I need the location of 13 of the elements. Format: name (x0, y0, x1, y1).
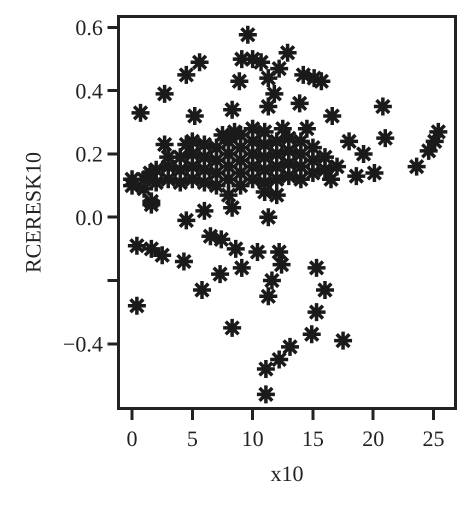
x-tick-label: 25 (422, 426, 444, 452)
x-tick-label: 10 (242, 426, 264, 452)
x-tick-label: 20 (362, 426, 384, 452)
x-axis-title: x10 (270, 461, 304, 486)
y-tick-label: 0.2 (75, 142, 103, 167)
x-tick-label: 0 (126, 426, 138, 452)
x-tick-label: 5 (186, 426, 198, 452)
y-axis-title: RCERESK10 (20, 152, 46, 274)
y-tick-label: 0.4 (75, 78, 103, 104)
x-tick-label: 15 (302, 426, 324, 452)
y-tick-label: −0.4 (62, 331, 103, 356)
y-tick-label: 0.6 (75, 15, 103, 40)
y-tick-label: 0.0 (75, 204, 103, 230)
